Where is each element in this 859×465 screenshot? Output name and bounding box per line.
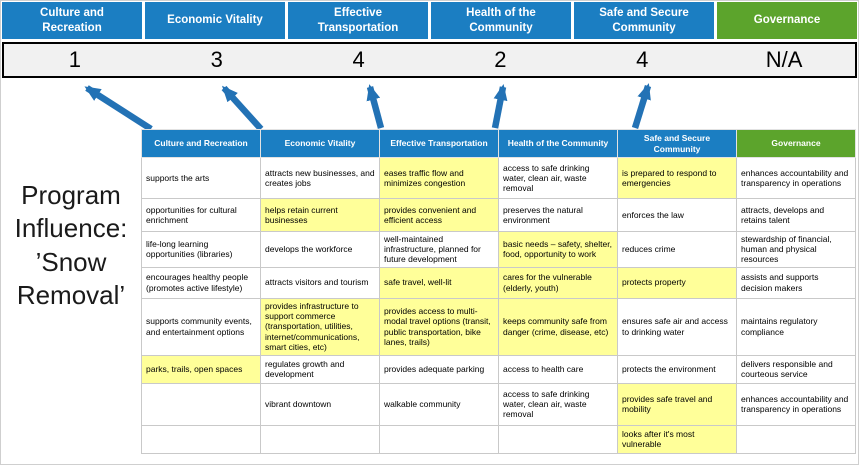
matrix-row: encourages healthy people (promotes acti… (142, 267, 856, 298)
category-score-governance: N/A (713, 44, 855, 76)
matrix-cell: attracts, develops and retains talent (737, 199, 856, 232)
category-score-effective-transportation: 4 (288, 44, 430, 76)
matrix-cell (261, 425, 380, 453)
matrix-cell: supports the arts (142, 158, 261, 199)
matrix-column-header-health-of-the-community: Health of the Community (499, 130, 618, 158)
slide-canvas: Culture and RecreationEconomic VitalityE… (0, 0, 859, 465)
matrix-cell: walkable community (380, 383, 499, 425)
matrix-cell: provides adequate parking (380, 355, 499, 383)
matrix-cell: assists and supports decision makers (737, 267, 856, 298)
matrix-cell: enforces the law (618, 199, 737, 232)
matrix-cell: supports community events, and entertain… (142, 298, 261, 355)
arrows-overlay (1, 79, 859, 131)
matrix-row: supports community events, and entertain… (142, 298, 856, 355)
matrix-cell (499, 425, 618, 453)
matrix-cell-highlighted: provides safe travel and mobility (618, 383, 737, 425)
category-score-safe-and-secure-community: 4 (571, 44, 713, 76)
matrix-cell: reduces crime (618, 232, 737, 268)
category-header-culture-and-recreation: Culture and Recreation (2, 2, 142, 39)
matrix-cell (737, 425, 856, 453)
matrix-cell: life-long learning opportunities (librar… (142, 232, 261, 268)
influence-arrow-effective-transportation (370, 87, 381, 128)
influence-matrix: Culture and RecreationEconomic VitalityE… (141, 129, 856, 454)
matrix-cell: ensures safe air and access to drinking … (618, 298, 737, 355)
matrix-cell-highlighted: provides infrastructure to support comme… (261, 298, 380, 355)
matrix-header-row: Culture and RecreationEconomic VitalityE… (142, 130, 856, 158)
program-influence-label: Program Influence: ’Snow Removal’ (3, 179, 139, 312)
matrix-cell: vibrant downtown (261, 383, 380, 425)
matrix-cell: protects the environment (618, 355, 737, 383)
category-score-health-of-the-community: 2 (429, 44, 571, 76)
category-header-safe-and-secure-community: Safe and Secure Community (574, 2, 714, 39)
matrix-cell: develops the workforce (261, 232, 380, 268)
matrix-cell-highlighted: keeps community safe from danger (crime,… (499, 298, 618, 355)
matrix-cell: enhances accountability and transparency… (737, 383, 856, 425)
matrix-row: opportunities for cultural enrichmenthel… (142, 199, 856, 232)
influence-arrow-safe-and-secure-community (635, 86, 648, 128)
matrix-row: supports the artsattracts new businesses… (142, 158, 856, 199)
matrix-column-header-culture-and-recreation: Culture and Recreation (142, 130, 261, 158)
category-header-row: Culture and RecreationEconomic VitalityE… (2, 2, 857, 39)
category-header-economic-vitality: Economic Vitality (145, 2, 285, 39)
matrix-cell: regulates growth and development (261, 355, 380, 383)
matrix-cell-highlighted: looks after it's most vulnerable (618, 425, 737, 453)
matrix-row: parks, trails, open spacesregulates grow… (142, 355, 856, 383)
matrix-cell (142, 425, 261, 453)
influence-arrow-culture-and-recreation (87, 88, 151, 129)
matrix-row: looks after it's most vulnerable (142, 425, 856, 453)
matrix-cell-highlighted: basic needs – safety, shelter, food, opp… (499, 232, 618, 268)
matrix-cell (142, 383, 261, 425)
matrix-cell: maintains regulatory compliance (737, 298, 856, 355)
matrix-column-header-governance: Governance (737, 130, 856, 158)
category-score-economic-vitality: 3 (146, 44, 288, 76)
score-row: 13424N/A (2, 42, 857, 78)
matrix-cell: access to safe drinking water, clean air… (499, 383, 618, 425)
matrix-cell: opportunities for cultural enrichment (142, 199, 261, 232)
matrix-cell (380, 425, 499, 453)
matrix-row: life-long learning opportunities (librar… (142, 232, 856, 268)
matrix-cell: encourages healthy people (promotes acti… (142, 267, 261, 298)
matrix-cell-highlighted: parks, trails, open spaces (142, 355, 261, 383)
matrix-cell-highlighted: cares for the vulnerable (elderly, youth… (499, 267, 618, 298)
matrix-cell-highlighted: provides convenient and efficient access (380, 199, 499, 232)
matrix-cell-highlighted: eases traffic flow and minimizes congest… (380, 158, 499, 199)
influence-arrow-economic-vitality (224, 88, 261, 129)
matrix-column-header-effective-transportation: Effective Transportation (380, 130, 499, 158)
matrix-cell: stewardship of financial, human and phys… (737, 232, 856, 268)
matrix-column-header-economic-vitality: Economic Vitality (261, 130, 380, 158)
matrix-row: vibrant downtownwalkable communityaccess… (142, 383, 856, 425)
category-header-effective-transportation: Effective Transportation (288, 2, 428, 39)
matrix-cell: enhances accountability and transparency… (737, 158, 856, 199)
matrix-cell-highlighted: provides access to multi-modal travel op… (380, 298, 499, 355)
matrix-cell: access to health care (499, 355, 618, 383)
matrix-cell-highlighted: protects property (618, 267, 737, 298)
category-score-culture-and-recreation: 1 (4, 44, 146, 76)
category-header-governance: Governance (717, 2, 857, 39)
matrix-cell-highlighted: is prepared to respond to emergencies (618, 158, 737, 199)
category-header-health-of-the-community: Health of the Community (431, 2, 571, 39)
matrix-cell: preserves the natural environment (499, 199, 618, 232)
matrix-cell: attracts new businesses, and creates job… (261, 158, 380, 199)
matrix-cell: attracts visitors and tourism (261, 267, 380, 298)
matrix-cell: well-maintained infrastructure, planned … (380, 232, 499, 268)
influence-arrow-health-of-the-community (495, 87, 503, 128)
matrix-cell-highlighted: helps retain current businesses (261, 199, 380, 232)
matrix-column-header-safe-and-secure-community: Safe and Secure Community (618, 130, 737, 158)
matrix-cell: delivers responsible and courteous servi… (737, 355, 856, 383)
matrix-cell: access to safe drinking water, clean air… (499, 158, 618, 199)
matrix-cell-highlighted: safe travel, well-lit (380, 267, 499, 298)
